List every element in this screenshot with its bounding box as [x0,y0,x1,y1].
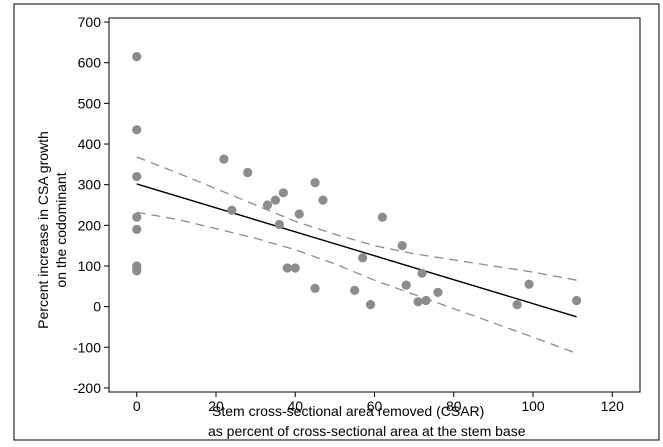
data-point [282,263,292,273]
y-axis-title-line-2: on the codominant [53,172,69,287]
x-tick-label: 120 [601,398,625,414]
data-point [274,219,284,230]
data-point [358,253,368,263]
y-tick-label: 600 [78,55,102,71]
data-point [397,241,407,251]
data-point [227,205,237,215]
data-point [132,52,142,62]
data-point [350,285,360,295]
data-point [421,295,431,306]
data-point [365,299,376,310]
outer-frame [13,3,660,441]
y-tick-label: 0 [93,299,101,315]
data-point [219,154,229,164]
x-axis-title-line-2: as percent of cross-sectional area at th… [208,423,526,439]
data-point [310,178,320,188]
x-tick-label: 60 [367,398,383,414]
x-axis-title-line-1: Stem cross-sectional area removed (CSAR) [212,403,484,419]
y-tick-label: 400 [78,136,102,152]
data-point [132,125,142,135]
points-layer [132,52,582,310]
data-point [401,280,411,290]
data-point [417,268,427,278]
x-axis: 0 20 40 60 80 100 120 [133,392,624,414]
data-point [132,266,142,276]
y-tick-label: 200 [78,217,102,233]
y-tick-label: 500 [78,95,102,111]
data-point [571,295,582,306]
data-point [377,212,388,222]
upper-confidence-line [136,156,577,281]
data-point [413,297,423,307]
y-tick-label: -100 [73,339,101,355]
y-axis: -200 -100 0 100 200 300 400 500 600 700 [73,14,109,396]
lower-confidence-line [136,211,577,355]
data-point [524,279,534,289]
x-tick-label: 40 [287,398,303,414]
y-tick-label: 700 [78,14,102,30]
x-tick-label: 20 [208,398,224,414]
data-point [433,287,443,298]
data-point [512,299,522,310]
regression-line [136,183,577,318]
data-point [262,200,273,210]
data-point [270,195,281,205]
data-point [290,263,300,273]
data-point [132,212,142,222]
data-point [310,283,320,293]
y-axis-title-line-1: Percent increase in CSA growth [35,131,51,329]
x-tick-label: 100 [521,398,545,414]
y-tick-label: 300 [78,177,102,193]
data-point [318,195,328,205]
data-point [278,188,288,198]
plot-area [108,17,641,393]
data-point [132,224,142,234]
y-tick-label: -200 [73,380,101,396]
data-point [294,209,304,219]
x-tick-label: 80 [446,398,462,414]
data-point [132,171,142,182]
data-point [243,167,253,178]
series-layer [136,156,577,355]
x-tick-label: 0 [133,398,141,414]
y-tick-label: 100 [78,258,102,274]
